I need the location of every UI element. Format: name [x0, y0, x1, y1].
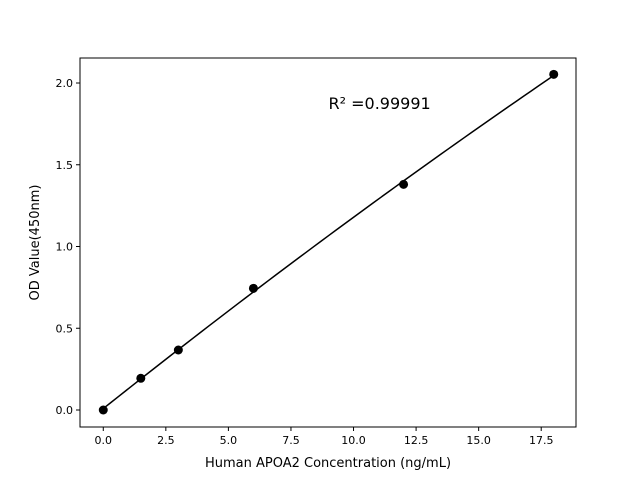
x-tick-label: 0.0	[95, 434, 113, 447]
y-axis-label: OD Value(450nm)	[28, 185, 43, 301]
r-squared-annotation: R² =0.99991	[329, 94, 431, 113]
y-tick-label: 1.0	[56, 241, 74, 254]
x-tick-label: 5.0	[220, 434, 238, 447]
x-tick-label: 2.5	[157, 434, 175, 447]
x-tick-label: 7.5	[282, 434, 300, 447]
y-tick-label: 1.5	[56, 159, 74, 172]
data-point	[248, 283, 258, 293]
data-point	[173, 345, 183, 355]
x-tick-label: 17.5	[529, 434, 554, 447]
fit-line	[102, 74, 555, 410]
x-axis-label: Human APOA2 Concentration (ng/mL)	[205, 456, 451, 471]
data-point	[136, 373, 146, 383]
plot-frame	[79, 57, 577, 428]
x-tick-label: 12.5	[404, 434, 429, 447]
x-tick-label: 10.0	[341, 434, 366, 447]
x-tick-label: 15.0	[466, 434, 491, 447]
data-point	[98, 405, 108, 415]
y-tick-label: 0.5	[56, 322, 74, 335]
y-tick-label: 2.0	[56, 77, 74, 90]
y-tick-label: 0.0	[56, 404, 74, 417]
data-point	[549, 69, 559, 79]
data-point	[399, 179, 409, 189]
